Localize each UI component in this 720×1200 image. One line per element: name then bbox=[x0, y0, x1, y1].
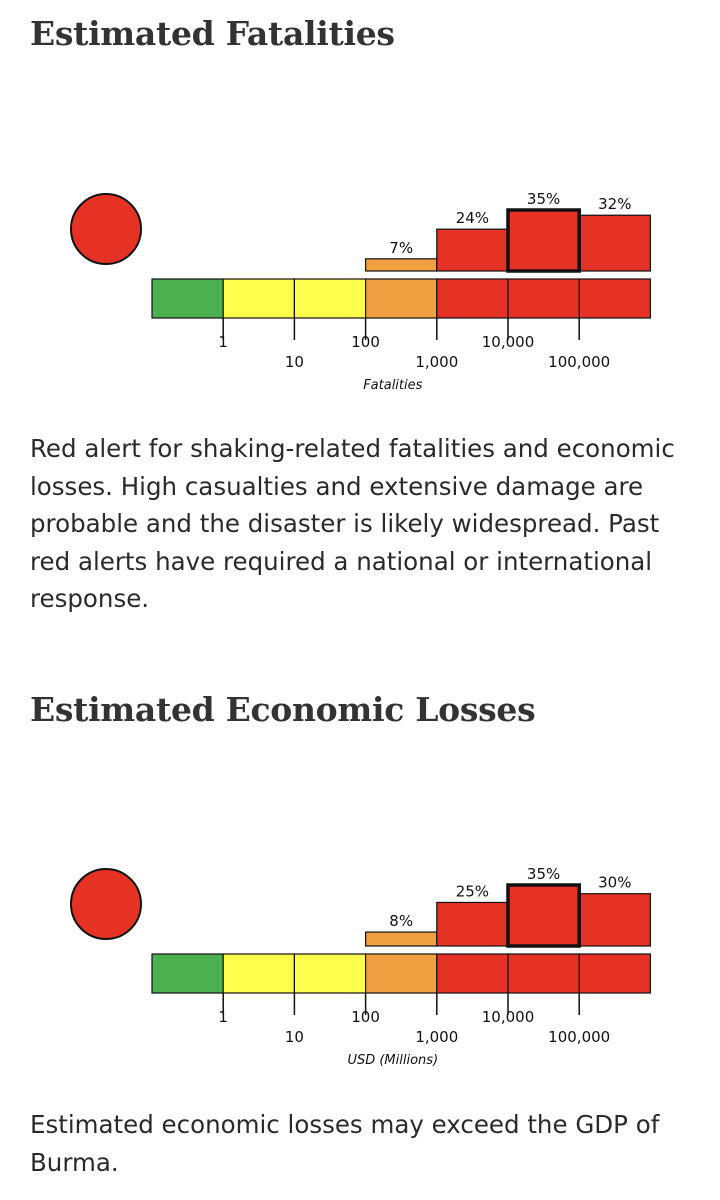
fatalities-heading: Estimated Fatalities bbox=[30, 14, 395, 53]
scale-band bbox=[436, 278, 509, 319]
scale-tick-label: 10,000 bbox=[482, 1008, 535, 1026]
scale-tick-label: 1 bbox=[218, 1008, 228, 1026]
bar-value-label: 30% bbox=[598, 874, 631, 892]
scale-band bbox=[222, 278, 295, 319]
scale-tick-label: 1,000 bbox=[415, 1028, 458, 1046]
scale-tick-label: 1 bbox=[218, 333, 228, 351]
fatalities-chart: 7% 24% 32% 35% 1 10 100 1,000 10,000 100,000 Fatal… bbox=[70, 190, 652, 393]
scale-band bbox=[222, 953, 295, 994]
scale-tick-label: 10 bbox=[285, 1028, 304, 1046]
x-axis-label: Fatalities bbox=[363, 378, 422, 393]
scale-tick-label: 100 bbox=[351, 333, 380, 351]
highlighted-probability-bar bbox=[506, 208, 581, 273]
bar-value-label: 35% bbox=[527, 190, 560, 208]
scale-band bbox=[507, 278, 580, 319]
scale-tick-label: 10 bbox=[285, 353, 304, 371]
bar-value-label: 25% bbox=[456, 882, 489, 900]
fatalities-description: Red alert for shaking-related fatalities… bbox=[30, 434, 675, 613]
bar-value-label: 8% bbox=[389, 912, 413, 930]
probability-bar bbox=[436, 901, 509, 947]
economic-losses-description: Estimated economic losses may exceed the… bbox=[30, 1110, 660, 1177]
scale-band bbox=[578, 953, 652, 994]
scale-band bbox=[151, 953, 224, 994]
probability-bar bbox=[436, 228, 509, 272]
probability-bar bbox=[365, 931, 438, 947]
bar-value-label: 7% bbox=[389, 239, 413, 257]
scale-band bbox=[365, 278, 438, 319]
economic-losses-chart: 8% 25% 30% 35% 1 10 100 1,000 10,000 100,000 USD (… bbox=[70, 865, 652, 1068]
scale-tick-label: 10,000 bbox=[482, 333, 535, 351]
scale-band bbox=[365, 953, 438, 994]
alert-level-circle bbox=[70, 868, 142, 940]
scale-band bbox=[507, 953, 580, 994]
scale-tick-label: 100,000 bbox=[548, 353, 610, 371]
alert-level-circle bbox=[70, 193, 142, 265]
scale-tick-label: 1,000 bbox=[415, 353, 458, 371]
scale-band bbox=[578, 278, 652, 319]
scale-tick-label: 100 bbox=[351, 1008, 380, 1026]
bar-value-label: 32% bbox=[598, 195, 631, 213]
scale-tick-label: 100,000 bbox=[548, 1028, 610, 1046]
scale-band bbox=[151, 278, 224, 319]
scale-band bbox=[293, 278, 367, 319]
highlighted-probability-bar bbox=[506, 883, 581, 948]
probability-bar bbox=[578, 214, 652, 272]
scale-band bbox=[293, 953, 367, 994]
scale-band bbox=[436, 953, 509, 994]
economic-losses-heading: Estimated Economic Losses bbox=[30, 690, 536, 729]
probability-bar bbox=[578, 893, 652, 947]
probability-bar bbox=[365, 258, 438, 272]
x-axis-label: USD (Millions) bbox=[347, 1053, 438, 1068]
bar-value-label: 24% bbox=[456, 209, 489, 227]
bar-value-label: 35% bbox=[527, 865, 560, 883]
